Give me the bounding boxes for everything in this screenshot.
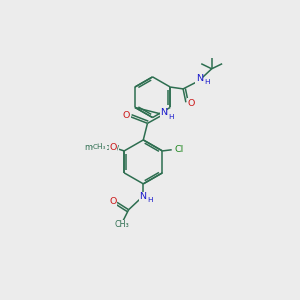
Text: O: O [123, 111, 130, 120]
Text: N: N [139, 192, 146, 201]
Text: N: N [196, 74, 203, 83]
Text: O: O [110, 143, 117, 152]
Text: N: N [160, 108, 167, 117]
Text: O: O [110, 143, 117, 152]
Text: O: O [187, 99, 195, 108]
Text: H: H [204, 80, 210, 85]
Text: CH₃: CH₃ [93, 144, 106, 150]
Text: O: O [109, 197, 116, 206]
Text: Cl: Cl [174, 145, 183, 154]
Text: H: H [169, 114, 174, 120]
Text: O: O [109, 197, 116, 206]
Text: CH₃: CH₃ [93, 144, 106, 150]
Text: H: H [168, 114, 173, 120]
Text: N: N [196, 74, 203, 83]
Text: H: H [204, 80, 210, 85]
Text: Cl: Cl [174, 145, 183, 154]
Text: O: O [187, 99, 195, 108]
Text: N: N [160, 108, 167, 117]
Text: N: N [139, 192, 146, 201]
Text: H: H [148, 197, 153, 203]
Text: O: O [123, 111, 130, 120]
Text: CH₃: CH₃ [115, 220, 130, 230]
Text: H: H [148, 197, 153, 203]
Text: CH₃: CH₃ [115, 220, 130, 230]
Text: methoxy: methoxy [84, 143, 119, 152]
